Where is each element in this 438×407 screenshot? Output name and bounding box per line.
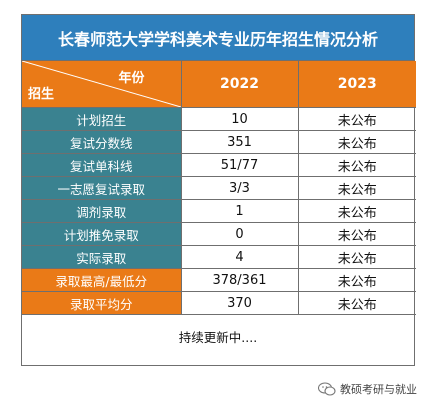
value-2022: 3/3 [180,176,299,200]
value-2022: 378/361 [180,268,299,292]
year-header-2023: 2023 [297,61,416,108]
table-row: 计划推免录取 0 未公布 [22,222,416,246]
table-row: 计划招生 10 未公布 [22,107,416,131]
value-2022: 1 [180,199,299,223]
watermark: 教硕考研与就业 [318,381,417,397]
value-2023: 未公布 [297,222,416,246]
row-label: 录取平均分 [22,291,182,315]
value-2023: 未公布 [297,130,416,154]
value-2023: 未公布 [297,291,416,315]
value-2022: 0 [180,222,299,246]
row-label: 实际录取 [22,245,182,269]
table-row: 实际录取 4 未公布 [22,245,416,269]
value-2023: 未公布 [297,153,416,177]
table-row: 一志愿复试录取 3/3 未公布 [22,176,416,200]
value-2023: 未公布 [297,268,416,292]
value-2022: 370 [180,291,299,315]
value-2023: 未公布 [297,107,416,131]
row-label: 复试分数线 [22,130,182,154]
table-row: 复试单科线 51/77 未公布 [22,153,416,177]
row-label: 调剂录取 [22,199,182,223]
row-label: 录取最高/最低分 [22,268,182,292]
corner-header-cell: 年份 招生 [22,61,182,108]
page-title: 长春师范大学学科美术专业历年招生情况分析 [22,15,414,61]
value-2022: 4 [180,245,299,269]
watermark-text: 教硕考研与就业 [340,383,417,396]
table-row: 录取最高/最低分 378/361 未公布 [22,268,416,292]
table-row: 复试分数线 351 未公布 [22,130,416,154]
corner-year-label: 年份 [118,71,145,86]
table-row: 录取平均分 370 未公布 [22,291,416,315]
value-2022: 10 [180,107,299,131]
value-2023: 未公布 [297,245,416,269]
row-label: 复试单科线 [22,153,182,177]
value-2023: 未公布 [297,199,416,223]
year-header-2022: 2022 [180,61,299,108]
stats-card: 长春师范大学学科美术专业历年招生情况分析 年份 招生 2022 2023 计划招… [21,14,416,366]
value-2022: 351 [180,130,299,154]
table-row: 调剂录取 1 未公布 [22,199,416,223]
wechat-icon [318,382,336,396]
row-label: 计划招生 [22,107,182,131]
diagonal-divider [22,61,181,107]
row-label: 计划推免录取 [22,222,182,246]
corner-enroll-label: 招生 [28,87,55,102]
update-note: 持续更新中.... [178,330,258,345]
row-label: 一志愿复试录取 [22,176,182,200]
value-2022: 51/77 [180,153,299,177]
value-2023: 未公布 [297,176,416,200]
enrollment-table: 年份 招生 2022 2023 计划招生 10 未公布 复试分数线 351 未公布 复试单科… [22,61,416,315]
header-row: 年份 招生 2022 2023 [22,61,416,108]
